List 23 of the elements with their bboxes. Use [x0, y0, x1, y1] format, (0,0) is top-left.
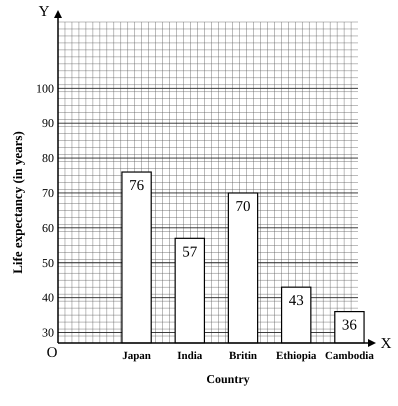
- y-tick-label: 30: [42, 326, 54, 340]
- x-tick-label: India: [177, 350, 203, 362]
- x-tick-label: Cambodia: [324, 350, 374, 362]
- x-tick-label: Japan: [122, 350, 151, 362]
- text: Y: [38, 4, 50, 20]
- x-axis-title: Country: [206, 372, 250, 386]
- text: X: [380, 336, 392, 352]
- y-tick-label: 60: [42, 220, 54, 235]
- y-tick-label: 50: [42, 256, 54, 270]
- data-label: 43: [288, 293, 304, 310]
- y-tick-label: 70: [42, 186, 54, 200]
- x-tick-label: Britin: [228, 350, 258, 362]
- data-label: 57: [182, 244, 198, 260]
- data-label: 36: [342, 318, 358, 334]
- x-tick-label: Ethiopia: [276, 350, 317, 362]
- text: O: [46, 345, 58, 361]
- y-axis-title: Life expectancy (in years): [10, 131, 25, 274]
- y-tick-label: 100: [36, 81, 54, 96]
- y-tick-label: 40: [42, 290, 54, 305]
- y-tick-label: 80: [42, 151, 54, 166]
- data-label: 70: [236, 198, 250, 215]
- data-label: 76: [129, 178, 145, 194]
- y-tick-label: 90: [42, 116, 54, 130]
